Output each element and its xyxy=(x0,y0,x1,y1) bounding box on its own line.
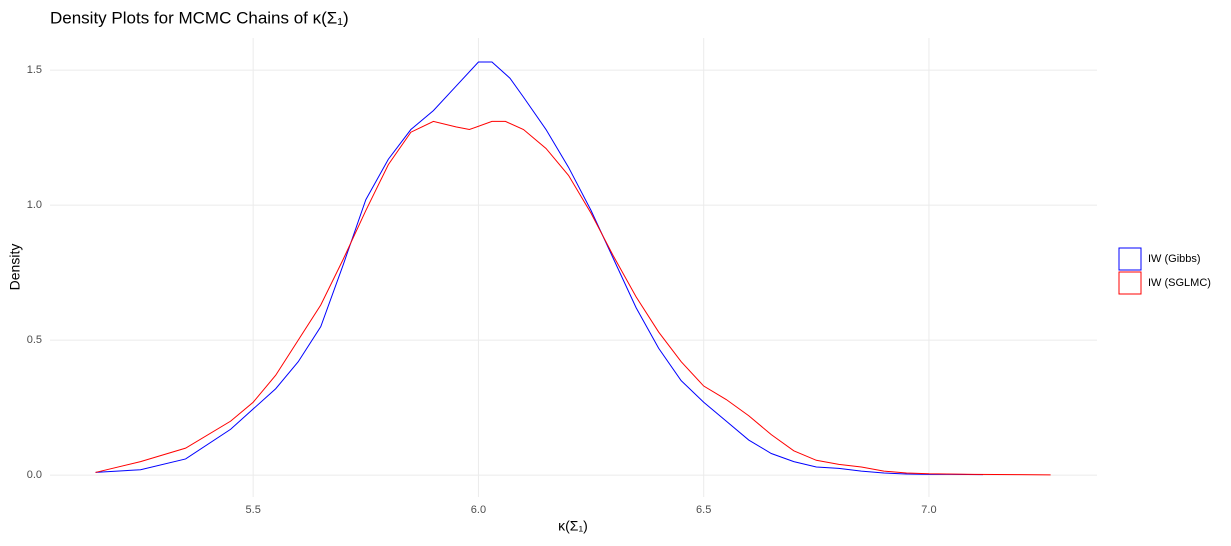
x-tick-label: 7.0 xyxy=(921,504,936,516)
y-axis-label: Density xyxy=(7,244,23,291)
y-tick-label: 0.5 xyxy=(27,334,42,346)
x-tick-label: 6.0 xyxy=(471,504,486,516)
density-line xyxy=(95,61,984,476)
legend-key xyxy=(1118,271,1142,295)
y-tick-label: 1.0 xyxy=(27,199,42,211)
chart-title: Density Plots for MCMC Chains of κ(Σ₁) xyxy=(50,8,349,27)
x-tick-label: 6.5 xyxy=(696,504,711,516)
legend-label: IW (Gibbs) xyxy=(1148,253,1201,265)
legend-label: IW (SGLMC) xyxy=(1148,277,1211,289)
x-axis-label: κ(Σ₁) xyxy=(558,518,588,534)
x-tick-label: 5.5 xyxy=(246,504,261,516)
density-line xyxy=(95,120,1051,476)
legend-key xyxy=(1118,247,1142,271)
y-tick-label: 1.5 xyxy=(27,64,42,76)
y-tick-label: 0.0 xyxy=(27,469,42,481)
